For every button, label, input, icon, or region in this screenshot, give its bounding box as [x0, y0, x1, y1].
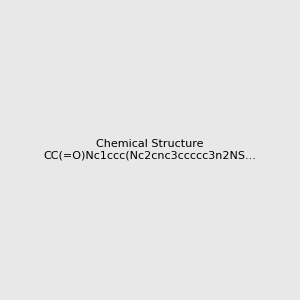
Text: Chemical Structure
CC(=O)Nc1ccc(Nc2cnc3ccccc3n2NS...: Chemical Structure CC(=O)Nc1ccc(Nc2cnc3c…: [44, 139, 256, 161]
